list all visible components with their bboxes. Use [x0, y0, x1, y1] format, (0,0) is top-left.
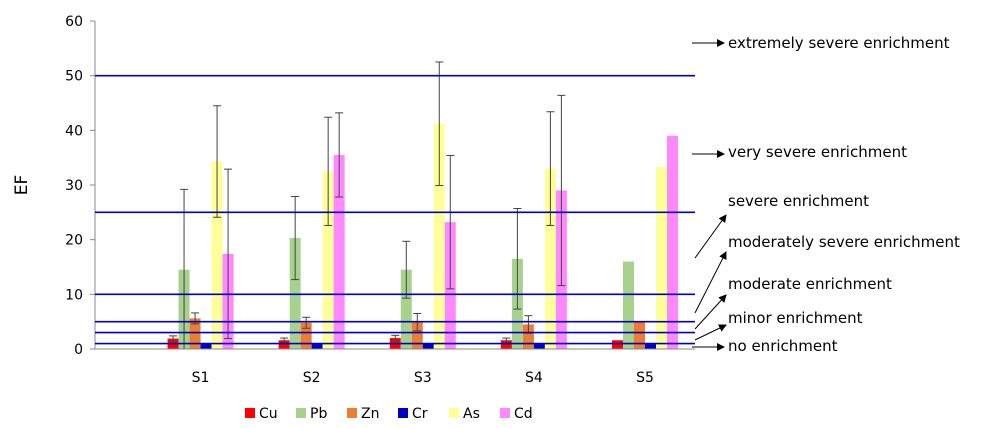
legend: Cu Pb Zn Cr As Cd	[245, 406, 533, 422]
x-tick-label: S5	[636, 370, 654, 386]
arrow-icon	[694, 294, 727, 330]
arrow-icon	[694, 214, 727, 259]
legend-swatch	[500, 408, 510, 418]
error-bar	[402, 240, 411, 299]
y-tick-label: 10	[65, 287, 83, 303]
enrichment-label: severe enrichment	[694, 192, 869, 259]
enrichment-label-text: severe enrichment	[728, 192, 869, 210]
plot-area: 0 10 20 30 40 50 60 S1 S2 S3 S4 S5	[65, 14, 695, 386]
arrow-icon	[694, 324, 727, 341]
y-tick-label: 20	[65, 233, 83, 249]
arrow-icon	[694, 251, 727, 314]
bar-cd-s2	[333, 154, 345, 349]
bar-zn-s3	[411, 322, 423, 349]
error-bar	[446, 154, 455, 290]
error-bar	[502, 337, 511, 343]
legend-swatch	[296, 408, 306, 418]
legend-item-zn: Zn	[347, 406, 379, 422]
legend-swatch	[449, 408, 459, 418]
bar-cr-s4	[533, 344, 545, 349]
error-bar	[302, 316, 311, 329]
x-tick-label: S2	[303, 370, 321, 386]
enrichment-label: very severe enrichment	[692, 143, 907, 161]
bar-pb-s5	[623, 261, 634, 349]
legend-swatch	[245, 408, 255, 418]
y-tick-label: 60	[65, 14, 83, 30]
legend-label: Pb	[310, 406, 327, 422]
bar-pb-s3	[400, 269, 412, 349]
y-axis-label: EF	[12, 175, 32, 196]
legend-item-cd: Cd	[500, 406, 533, 422]
legend-item-cr: Cr	[398, 406, 428, 422]
bar-zn-s2	[300, 322, 312, 349]
bar-cr-s2	[311, 344, 323, 349]
bar-cu-s2	[278, 340, 290, 349]
y-tick-label: 30	[65, 178, 83, 194]
enrichment-label: minor enrichment	[694, 309, 863, 341]
enrichment-categories: extremely severe enrichment very severe e…	[692, 34, 960, 355]
legend-label: Cd	[514, 406, 533, 422]
legend-swatch	[347, 408, 357, 418]
bar-cu-s5	[612, 340, 623, 349]
legend-label: Cu	[259, 406, 278, 422]
enrichment-label: extremely severe enrichment	[692, 34, 950, 52]
y-tick-label: 40	[65, 123, 83, 139]
error-bar	[280, 337, 289, 343]
enrichment-label-text: moderate enrichment	[728, 275, 892, 293]
enrichment-label-text: no enrichment	[728, 337, 838, 355]
error-bar	[513, 208, 522, 310]
y-tick-label: 50	[65, 69, 83, 85]
bar-cu-s4	[500, 340, 512, 349]
bar-pb-s2	[289, 238, 301, 349]
legend-item-pb: Pb	[296, 406, 327, 422]
error-bar	[435, 61, 444, 187]
legend-label: Zn	[361, 406, 379, 422]
error-bar	[224, 168, 233, 340]
x-tick-label: S3	[414, 370, 432, 386]
enrichment-label: moderately severe enrichment	[694, 233, 960, 314]
bar-as-s4	[544, 168, 556, 349]
bar-cd-s5	[667, 135, 678, 349]
bar-as-s2	[322, 171, 334, 349]
enrichment-label-text: moderately severe enrichment	[728, 233, 960, 251]
bar-cr-s1	[200, 343, 212, 349]
x-tick-label: S1	[192, 370, 210, 386]
bar-as-s1	[211, 161, 223, 349]
enrichment-label-text: minor enrichment	[728, 309, 863, 327]
error-bar	[546, 111, 555, 226]
bar-as-s5	[656, 166, 667, 349]
enrichment-label-text: very severe enrichment	[728, 143, 907, 161]
error-bar	[291, 195, 300, 281]
error-bar	[391, 334, 400, 342]
legend-swatch	[398, 408, 408, 418]
bar-zn-s5	[634, 321, 645, 349]
error-bar	[213, 105, 222, 218]
bar-zn-s4	[522, 324, 534, 349]
bar-as-s3	[433, 123, 445, 349]
y-tick-label: 0	[74, 342, 83, 358]
legend-label: Cr	[412, 406, 428, 422]
error-bar	[169, 335, 178, 342]
error-bar	[557, 94, 566, 287]
error-bar	[324, 116, 333, 226]
legend-label: As	[463, 406, 480, 422]
enrichment-label: moderate enrichment	[694, 275, 892, 330]
bar-cr-s5	[645, 344, 656, 349]
enrichment-label: no enrichment	[692, 337, 838, 355]
bar-zn-s1	[189, 318, 201, 349]
bar-cr-s3	[422, 342, 434, 349]
legend-item-cu: Cu	[245, 406, 278, 422]
x-tick-label: S4	[525, 370, 543, 386]
error-bar	[335, 112, 344, 198]
legend-item-as: As	[449, 406, 480, 422]
enrichment-label-text: extremely severe enrichment	[728, 34, 950, 52]
